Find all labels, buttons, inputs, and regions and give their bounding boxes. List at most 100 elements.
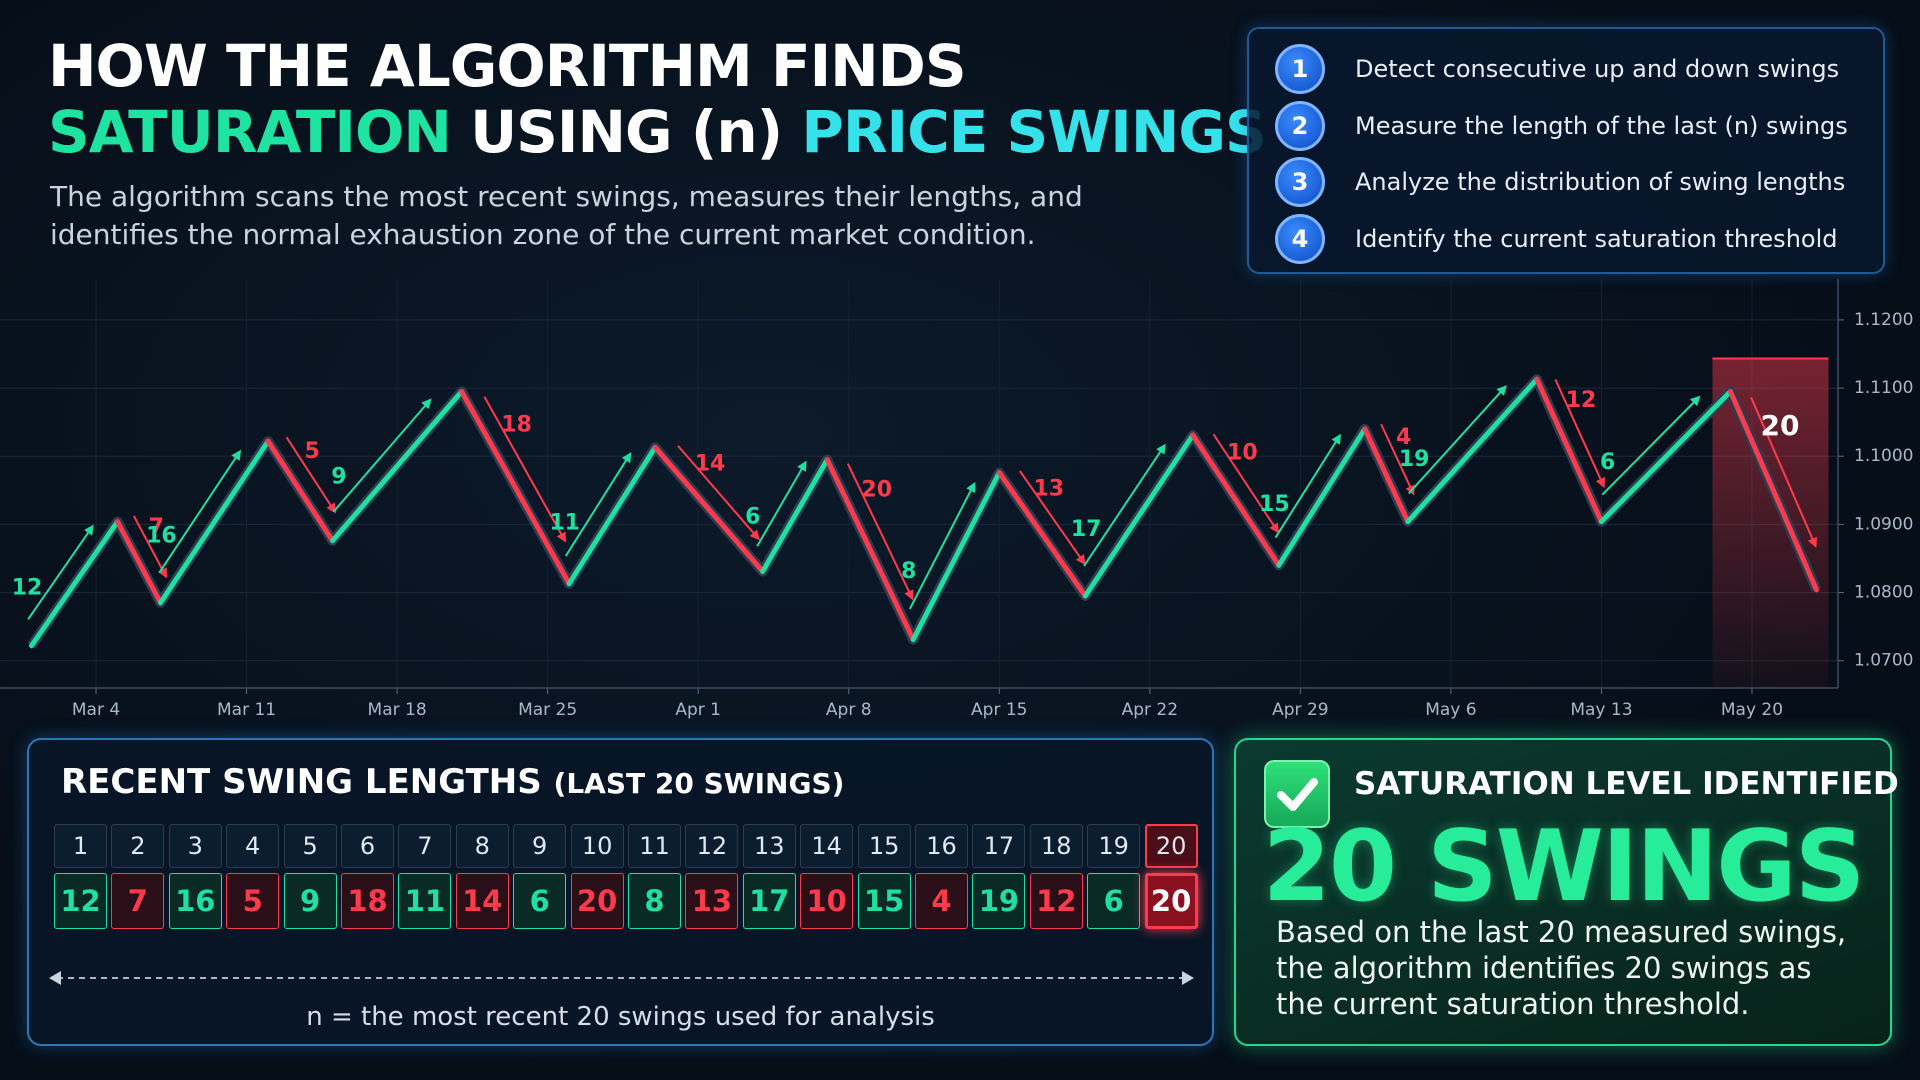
title-line-2: SATURATION USING (n) PRICE SWINGS xyxy=(48,98,1267,166)
swing-arrow xyxy=(1019,470,1086,566)
swing-arrow xyxy=(27,524,94,620)
swing-arrow xyxy=(846,463,914,601)
swing-arrow xyxy=(285,436,336,514)
swing-length-label: 14 xyxy=(695,451,726,476)
step-text: Measure the length of the last (n) swing… xyxy=(1355,111,1848,140)
swing-index: 2 xyxy=(111,824,165,868)
down-swing xyxy=(1362,426,1411,525)
swing-length: 6 xyxy=(1087,873,1141,929)
swing-length-label: 19 xyxy=(1399,447,1430,472)
swing-length-label: 11 xyxy=(549,511,580,536)
swing-length: 10 xyxy=(800,873,854,929)
swing-length-label: 7 xyxy=(149,515,164,540)
swing-index: 12 xyxy=(685,824,739,868)
down-swing xyxy=(265,438,336,544)
title-text: USING (n) xyxy=(470,98,783,166)
swing-arrow xyxy=(1750,396,1817,548)
swing-index: 15 xyxy=(857,824,911,868)
step-row: 3 Analyze the distribution of swing lengt… xyxy=(1275,157,1845,207)
up-swing xyxy=(1598,388,1733,525)
swing-arrow xyxy=(1408,385,1507,495)
swing-index: 5 xyxy=(283,824,337,868)
swing-length-label: 17 xyxy=(1071,517,1102,542)
swing-length-label: 16 xyxy=(146,523,177,548)
range-arrow xyxy=(49,971,1194,985)
swing-length-label: 5 xyxy=(305,439,320,464)
swing-lengths-panel: RECENT SWING LENGTHS (LAST 20 SWINGS) n … xyxy=(27,738,1214,1046)
swing-length: 8 xyxy=(628,873,681,929)
swing-arrow xyxy=(677,445,760,541)
down-swing xyxy=(824,457,916,643)
down-swing xyxy=(1727,388,1819,593)
up-swing xyxy=(1405,376,1540,525)
title-highlight: PRICE SWINGS xyxy=(801,98,1266,166)
swing-length: 15 xyxy=(857,873,911,929)
swing-length-label: 4 xyxy=(1396,425,1411,450)
swing-length-label: 20 xyxy=(1760,409,1799,442)
swing-length-label: 10 xyxy=(1227,441,1258,466)
y-tick-label: 1.1200 xyxy=(1854,310,1913,330)
swing-length-label: 6 xyxy=(1600,450,1615,475)
swing-index: 7 xyxy=(398,824,452,868)
x-tick-label: May 6 xyxy=(1425,700,1476,720)
steps-box: 1 Detect consecutive up and down swings 2 M… xyxy=(1247,27,1885,274)
swing-length-label: 20 xyxy=(861,478,892,503)
up-swing xyxy=(29,519,121,649)
swing-length-label: 15 xyxy=(1259,492,1290,517)
x-tick-label: Apr 8 xyxy=(826,700,872,720)
step-number: 1 xyxy=(1275,44,1325,94)
step-row: 2 Measure the length of the last (n) swin… xyxy=(1275,100,1848,151)
swing-length: 9 xyxy=(283,873,337,929)
swing-index: 14 xyxy=(800,824,854,868)
swing-arrow xyxy=(908,481,976,610)
swing-arrow xyxy=(1212,433,1280,534)
swing-arrow xyxy=(756,460,807,547)
swing-arrow xyxy=(1274,433,1342,539)
swing-length: 16 xyxy=(168,873,222,929)
step-text: Analyze the distribution of swing length… xyxy=(1355,168,1846,196)
x-tick-label: May 20 xyxy=(1721,700,1783,720)
swing-index: 11 xyxy=(628,824,681,868)
x-tick-label: Apr 29 xyxy=(1272,700,1328,720)
swing-length: 5 xyxy=(226,873,280,929)
swing-length-label: 8 xyxy=(901,559,916,584)
price-chart: 1.0700 1.0800 1.0900 1.1000 1.1100 1.1200 Mar … xyxy=(0,279,1913,720)
y-tick-label: 1.1000 xyxy=(1854,446,1913,466)
swing-arrow xyxy=(332,398,432,513)
swing-length: 4 xyxy=(915,873,968,929)
panel-heading: RECENT SWING LENGTHS (LAST 20 SWINGS) xyxy=(61,762,844,802)
subtitle: The algorithm scans the most recent swin… xyxy=(50,180,1083,251)
swing-index: 20 xyxy=(1144,824,1198,868)
x-tick-label: Apr 1 xyxy=(675,700,721,720)
down-swing xyxy=(459,388,572,587)
x-tick-label: Mar 11 xyxy=(217,700,276,720)
swing-index: 16 xyxy=(915,824,968,868)
swing-index: 19 xyxy=(1087,824,1141,868)
up-swing xyxy=(566,444,658,587)
title-highlight: SATURATION xyxy=(48,98,452,166)
table-caption: n = the most recent 20 swings used for a… xyxy=(306,1002,935,1032)
saturation-heading: SATURATION LEVEL IDENTIFIED xyxy=(1354,766,1899,802)
swing-length: 7 xyxy=(111,873,165,929)
swing-arrow xyxy=(1554,379,1606,489)
step-row: 1 Detect consecutive up and down swings xyxy=(1275,44,1839,94)
swing-length: 20 xyxy=(570,873,624,929)
price-line xyxy=(27,374,1822,649)
down-swing xyxy=(1534,376,1604,525)
step-text: Detect consecutive up and down swings xyxy=(1355,55,1840,83)
swing-length: 20 xyxy=(1144,873,1198,929)
swing-length-label: 12 xyxy=(12,576,43,601)
saturation-panel: SATURATION LEVEL IDENTIFIED 20 SWINGS Ba… xyxy=(1234,738,1899,1046)
up-swing xyxy=(760,457,830,574)
y-tick-label: 1.0900 xyxy=(1854,514,1913,534)
up-swing xyxy=(330,388,465,544)
swing-arrow xyxy=(132,515,168,579)
swing-arrow xyxy=(483,396,566,543)
swing-arrow xyxy=(564,452,632,557)
swing-length-label: 6 xyxy=(745,504,760,529)
swing-index: 4 xyxy=(226,824,280,868)
title-line-1: HOW THE ALGORITHM FINDS xyxy=(48,32,967,100)
swing-length: 12 xyxy=(1029,873,1083,929)
swing-index: 17 xyxy=(972,824,1026,868)
